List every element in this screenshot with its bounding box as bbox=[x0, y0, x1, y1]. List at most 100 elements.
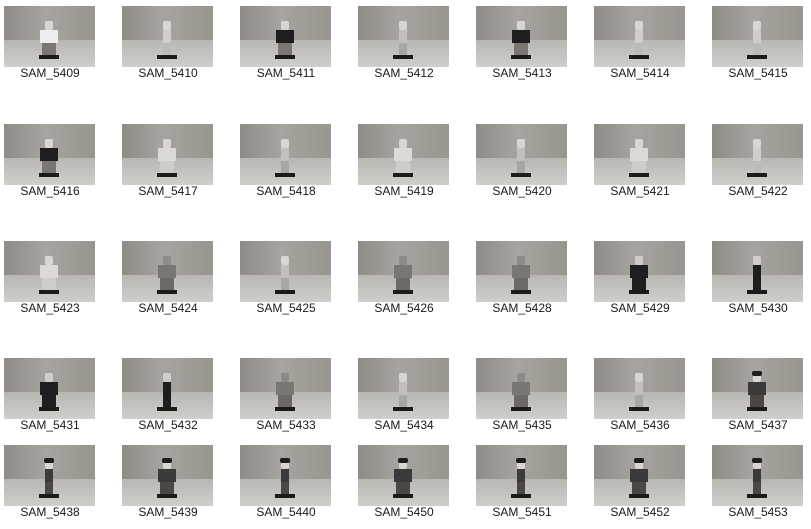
figure-legs bbox=[42, 278, 56, 290]
photo-thumbnail[interactable] bbox=[4, 358, 95, 419]
figure-hair bbox=[398, 458, 408, 463]
base-plate bbox=[629, 55, 649, 59]
photo-thumbnail[interactable] bbox=[4, 6, 95, 67]
file-tile[interactable]: SAM_5418 bbox=[236, 118, 336, 202]
photo-thumbnail[interactable] bbox=[122, 124, 213, 185]
base-plate bbox=[39, 407, 59, 411]
minifigure bbox=[747, 371, 767, 411]
file-tile[interactable]: SAM_5435 bbox=[472, 352, 572, 436]
photo-thumbnail[interactable] bbox=[594, 6, 685, 67]
file-tile[interactable]: SAM_5411 bbox=[236, 0, 336, 84]
file-tile[interactable]: SAM_5439 bbox=[118, 439, 218, 523]
file-tile[interactable]: SAM_5437 bbox=[708, 352, 808, 436]
file-tile[interactable]: SAM_5431 bbox=[0, 352, 100, 436]
photo-thumbnail[interactable] bbox=[4, 241, 95, 302]
file-name-label: SAM_5439 bbox=[138, 505, 198, 519]
file-tile[interactable]: SAM_5412 bbox=[354, 0, 454, 84]
photo-thumbnail[interactable] bbox=[240, 241, 331, 302]
photo-thumbnail[interactable] bbox=[476, 445, 567, 506]
photo-thumbnail[interactable] bbox=[4, 445, 95, 506]
photo-thumbnail[interactable] bbox=[358, 124, 449, 185]
figure-legs bbox=[399, 43, 407, 55]
photo-thumbnail[interactable] bbox=[240, 6, 331, 67]
photo-thumbnail[interactable] bbox=[358, 6, 449, 67]
figure-hair bbox=[752, 458, 762, 463]
photo-thumbnail[interactable] bbox=[476, 241, 567, 302]
photo-thumbnail[interactable] bbox=[712, 358, 803, 419]
file-tile[interactable]: SAM_5421 bbox=[590, 118, 690, 202]
figure-head bbox=[399, 373, 407, 382]
photo-thumbnail[interactable] bbox=[240, 124, 331, 185]
photo-thumbnail[interactable] bbox=[594, 445, 685, 506]
file-tile[interactable]: SAM_5417 bbox=[118, 118, 218, 202]
base-plate bbox=[157, 407, 177, 411]
file-tile[interactable]: SAM_5410 bbox=[118, 0, 218, 84]
file-name-label: SAM_5418 bbox=[256, 184, 316, 198]
file-tile[interactable]: SAM_5436 bbox=[590, 352, 690, 436]
file-name-label: SAM_5413 bbox=[492, 66, 552, 80]
file-tile[interactable]: SAM_5432 bbox=[118, 352, 218, 436]
file-tile[interactable]: SAM_5422 bbox=[708, 118, 808, 202]
file-name-label: SAM_5428 bbox=[492, 301, 552, 315]
photo-thumbnail[interactable] bbox=[122, 241, 213, 302]
thumbnail-image bbox=[511, 458, 531, 498]
minifigure bbox=[157, 256, 177, 294]
file-tile[interactable]: SAM_5423 bbox=[0, 235, 100, 319]
thumbnail-image bbox=[275, 373, 295, 411]
photo-thumbnail[interactable] bbox=[476, 358, 567, 419]
file-tile[interactable]: SAM_5414 bbox=[590, 0, 690, 84]
file-tile[interactable]: SAM_5416 bbox=[0, 118, 100, 202]
base-plate bbox=[275, 55, 295, 59]
photo-thumbnail[interactable] bbox=[594, 358, 685, 419]
file-tile[interactable]: SAM_5452 bbox=[590, 439, 690, 523]
file-tile[interactable]: SAM_5428 bbox=[472, 235, 572, 319]
figure-legs bbox=[278, 43, 292, 55]
photo-thumbnail[interactable] bbox=[122, 6, 213, 67]
file-name-label: SAM_5419 bbox=[374, 184, 434, 198]
file-tile[interactable]: SAM_5409 bbox=[0, 0, 100, 84]
thumbnail-image bbox=[511, 21, 531, 59]
photo-thumbnail[interactable] bbox=[358, 445, 449, 506]
photo-thumbnail[interactable] bbox=[476, 6, 567, 67]
base-plate bbox=[393, 290, 413, 294]
photo-thumbnail[interactable] bbox=[594, 241, 685, 302]
photo-thumbnail[interactable] bbox=[594, 124, 685, 185]
thumbnail-image bbox=[629, 21, 649, 59]
photo-thumbnail[interactable] bbox=[240, 445, 331, 506]
file-tile[interactable]: SAM_5415 bbox=[708, 0, 808, 84]
photo-thumbnail[interactable] bbox=[712, 241, 803, 302]
file-tile[interactable]: SAM_5438 bbox=[0, 439, 100, 523]
file-tile[interactable]: SAM_5450 bbox=[354, 439, 454, 523]
file-tile[interactable]: SAM_5413 bbox=[472, 0, 572, 84]
photo-thumbnail[interactable] bbox=[122, 358, 213, 419]
base-plate bbox=[629, 290, 649, 294]
file-tile[interactable]: SAM_5433 bbox=[236, 352, 336, 436]
file-tile[interactable]: SAM_5425 bbox=[236, 235, 336, 319]
file-tile[interactable]: SAM_5434 bbox=[354, 352, 454, 436]
base-plate bbox=[629, 407, 649, 411]
file-tile[interactable]: SAM_5419 bbox=[354, 118, 454, 202]
file-name-label: SAM_5429 bbox=[610, 301, 670, 315]
photo-thumbnail[interactable] bbox=[240, 358, 331, 419]
figure-legs bbox=[42, 395, 56, 407]
photo-thumbnail[interactable] bbox=[712, 445, 803, 506]
file-tile[interactable]: SAM_5426 bbox=[354, 235, 454, 319]
file-tile[interactable]: SAM_5430 bbox=[708, 235, 808, 319]
file-tile[interactable]: SAM_5440 bbox=[236, 439, 336, 523]
photo-thumbnail[interactable] bbox=[122, 445, 213, 506]
figure-torso bbox=[40, 265, 58, 278]
minifigure bbox=[275, 139, 295, 177]
photo-thumbnail[interactable] bbox=[712, 124, 803, 185]
file-tile[interactable]: SAM_5429 bbox=[590, 235, 690, 319]
file-tile[interactable]: SAM_5453 bbox=[708, 439, 808, 523]
file-tile[interactable]: SAM_5451 bbox=[472, 439, 572, 523]
minifigure bbox=[275, 256, 295, 294]
photo-thumbnail[interactable] bbox=[358, 241, 449, 302]
photo-thumbnail[interactable] bbox=[712, 6, 803, 67]
file-name-label: SAM_5412 bbox=[374, 66, 434, 80]
photo-thumbnail[interactable] bbox=[476, 124, 567, 185]
file-tile[interactable]: SAM_5424 bbox=[118, 235, 218, 319]
photo-thumbnail[interactable] bbox=[358, 358, 449, 419]
file-tile[interactable]: SAM_5420 bbox=[472, 118, 572, 202]
photo-thumbnail[interactable] bbox=[4, 124, 95, 185]
